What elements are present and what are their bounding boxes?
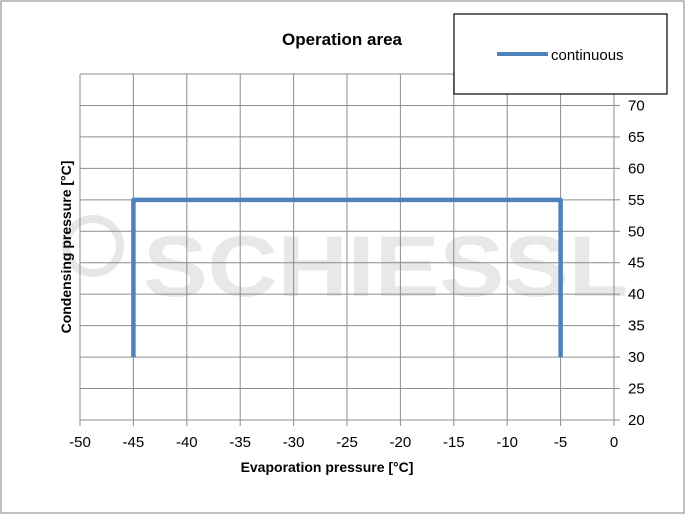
x-tick-label: -10 <box>496 434 518 451</box>
x-tick-label: -30 <box>283 434 305 451</box>
y-tick-label: 70 <box>628 97 645 114</box>
x-tick-label: -25 <box>336 434 358 451</box>
y-tick-label: 55 <box>628 192 645 209</box>
y-tick-label: 35 <box>628 318 645 335</box>
chart-title: Operation area <box>282 30 403 49</box>
x-axis-label: Evaporation pressure [°C] <box>241 459 414 475</box>
x-tick-label: -45 <box>123 434 145 451</box>
y-tick-label: 45 <box>628 255 645 272</box>
y-tick-label: 20 <box>628 412 645 429</box>
y-tick-label: 30 <box>628 349 645 366</box>
y-tick-label: 25 <box>628 381 645 398</box>
x-tick-label: -15 <box>443 434 465 451</box>
watermark-text: SCHIESSL <box>143 219 628 315</box>
x-tick-label: -5 <box>554 434 567 451</box>
x-tick-label: -50 <box>69 434 91 451</box>
y-axis-label: Condensing pressure [°C] <box>58 161 74 334</box>
x-tick-label: -40 <box>176 434 198 451</box>
legend: continuous <box>454 14 667 94</box>
y-tick-label: 40 <box>628 286 645 303</box>
y-tick-label: 60 <box>628 160 645 177</box>
y-tick-label: 50 <box>628 223 645 240</box>
legend-label-continuous: continuous <box>551 47 624 64</box>
x-tick-label: -20 <box>390 434 412 451</box>
x-tick-label: 0 <box>610 434 618 451</box>
x-tick-label: -35 <box>229 434 251 451</box>
y-tick-label: 65 <box>628 129 645 146</box>
